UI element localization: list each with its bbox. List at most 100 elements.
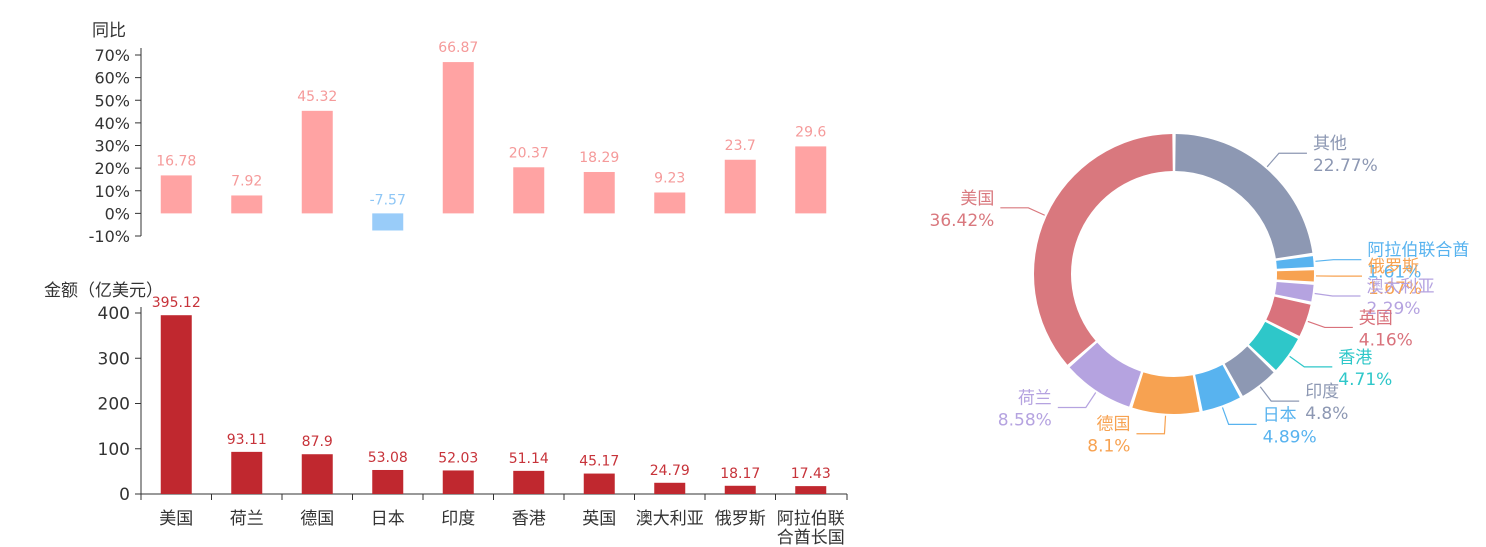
donut-leader-line: [1000, 207, 1045, 216]
amount-value-label: 395.12: [152, 295, 201, 311]
yoy-value-label: 23.7: [725, 138, 756, 154]
donut-leader-line: [1259, 386, 1300, 402]
yoy-bar: [160, 175, 192, 214]
amount-value-label: 52.03: [438, 450, 478, 466]
category-label: 美国: [159, 509, 193, 529]
donut-leader-line: [1266, 152, 1307, 168]
yoy-bar: [724, 159, 756, 214]
amount-bar-chart: 金额（亿美元） 400 300 200 100 0 395.12 93.11 87.9 53.…: [44, 281, 848, 547]
yoy-value-label: 66.87: [438, 40, 478, 56]
donut-leader-line: [1314, 292, 1361, 297]
donut-slice-percent: 4.8%: [1305, 404, 1348, 424]
yoy-tick-label: 50%: [94, 91, 130, 110]
category-label: 俄罗斯: [715, 509, 766, 529]
donut-leader-line: [1057, 392, 1097, 409]
donut-slice: [1276, 256, 1314, 269]
yoy-bar: [513, 167, 545, 214]
amount-tick-label: 0: [119, 485, 130, 505]
donut-slice-name: 英国: [1359, 308, 1393, 328]
yoy-tick-label: 30%: [94, 137, 130, 156]
donut-slice-name: 阿拉伯联合酋: [1367, 241, 1469, 261]
yoy-axis-label: 同比: [92, 21, 126, 41]
yoy-value-label: 16.78: [156, 153, 196, 169]
yoy-bar: [583, 171, 615, 214]
category-label: 印度: [441, 509, 475, 529]
amount-axis-label: 金额（亿美元）: [44, 281, 163, 301]
donut-slice-percent: 4.16%: [1359, 330, 1413, 350]
yoy-bar: [301, 110, 333, 214]
donut-slice-name: 印度: [1305, 382, 1339, 402]
category-label: 日本: [371, 509, 405, 529]
donut-slice-name: 日本: [1263, 405, 1297, 425]
amount-tick-label: 200: [98, 395, 130, 415]
amount-value-label: 45.17: [579, 454, 619, 470]
yoy-value-label: 45.32: [297, 89, 337, 105]
donut-slice: [1132, 372, 1200, 414]
amount-value-label: 17.43: [791, 466, 831, 482]
yoy-value-label: -7.57: [370, 192, 406, 208]
yoy-tick-label: 40%: [94, 114, 130, 133]
donut-slice-percent: 8.1%: [1087, 437, 1130, 457]
donut-slice: [1069, 342, 1141, 407]
donut-slice-name: 其他: [1313, 134, 1347, 154]
amount-bar: [160, 315, 192, 494]
donut-leader-line: [1221, 407, 1257, 425]
amount-bars: 395.12 93.11 87.9 53.08 52.03 51.14 45.17 24.79…: [152, 295, 831, 494]
donut-slice: [1266, 296, 1311, 337]
category-label: 德国: [300, 509, 334, 529]
amount-tick-label: 100: [98, 440, 130, 460]
amount-bar: [513, 470, 545, 494]
yoy-bar-chart: 同比 70% 60% 50% 40% 30% 20% 10% 0% -10% 16.78 7.92…: [89, 21, 827, 246]
donut-leader-line: [1289, 355, 1333, 368]
donut-slice: [1274, 282, 1314, 302]
yoy-tick-label: 70%: [94, 46, 130, 65]
donut-slice-percent: 36.42%: [930, 211, 995, 231]
yoy-y-ticks: 70% 60% 50% 40% 30% 20% 10% 0% -10%: [89, 46, 141, 246]
donut-slice: [1224, 346, 1274, 396]
donut-leader-line: [1136, 415, 1167, 435]
donut-leader-line: [1307, 320, 1353, 329]
yoy-bar: [372, 213, 404, 231]
donut-slice-name: 荷兰: [1018, 389, 1052, 409]
amount-tick-label: 300: [98, 349, 130, 369]
amount-value-label: 93.11: [227, 432, 267, 448]
category-label: 阿拉伯联: [777, 509, 845, 529]
donut-slice: [1276, 270, 1315, 282]
donut-slice-percent: 22.77%: [1313, 156, 1378, 176]
yoy-bars: 16.78 7.92 45.32 -7.57 66.87 20.37 18.29 9.23 23…: [156, 40, 827, 231]
donut-slice-name: 澳大利亚: [1366, 277, 1434, 297]
donut-slice-name: 德国: [1096, 415, 1130, 435]
donut-leader-line: [1315, 259, 1362, 262]
category-label: 英国: [582, 509, 616, 529]
yoy-bar: [654, 192, 686, 214]
amount-value-label: 87.9: [302, 434, 333, 450]
category-label: 荷兰: [230, 509, 264, 529]
category-label: 合酋长国: [777, 528, 845, 547]
donut-slice-name: 俄罗斯: [1368, 257, 1419, 277]
amount-bar: [301, 454, 333, 494]
yoy-bar: [231, 195, 263, 214]
yoy-value-label: 7.92: [231, 173, 262, 189]
yoy-bar: [795, 146, 827, 214]
yoy-tick-label: -10%: [89, 227, 130, 246]
yoy-tick-label: 10%: [94, 182, 130, 201]
donut-slice-percent: 2.29%: [1366, 299, 1420, 319]
yoy-tick-label: 0%: [105, 204, 130, 223]
amount-value-label: 51.14: [509, 451, 549, 467]
donut-slice-percent: 4.71%: [1338, 370, 1392, 390]
amount-bar: [654, 482, 686, 494]
yoy-tick-label: 20%: [94, 159, 130, 178]
category-label: 澳大利亚: [636, 509, 704, 529]
amount-bar: [231, 451, 263, 494]
amount-bar: [372, 469, 404, 494]
donut-slice-name: 美国: [960, 189, 994, 209]
donut-slice-percent: 4.89%: [1263, 427, 1317, 447]
amount-y-ticks: 400 300 200 100 0: [98, 304, 141, 505]
amount-bar: [795, 486, 827, 494]
donut-slice-percent: 1.67%: [1368, 279, 1422, 299]
yoy-value-label: 29.6: [795, 124, 826, 140]
amount-tick-label: 400: [98, 304, 130, 324]
donut-slice-name: 香港: [1338, 348, 1372, 368]
